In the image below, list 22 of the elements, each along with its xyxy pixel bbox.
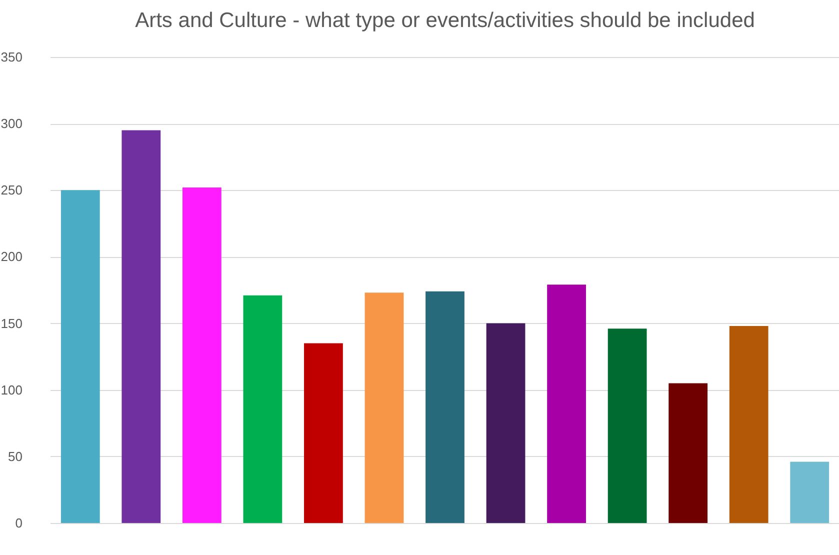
bar — [668, 383, 708, 523]
bar — [486, 323, 526, 523]
bar — [182, 187, 222, 523]
bar — [729, 326, 768, 523]
bar — [304, 343, 343, 523]
y-tick-label: 250 — [0, 182, 22, 198]
y-tick-label: 100 — [0, 382, 22, 398]
bar — [608, 328, 647, 523]
bar — [243, 295, 282, 523]
bar — [364, 292, 404, 523]
bar — [426, 291, 464, 523]
bar — [547, 284, 586, 523]
y-tick-label: 350 — [0, 50, 22, 64]
bar — [790, 462, 830, 523]
chart-title: Arts and Culture - what type or events/activities should be included — [135, 9, 755, 32]
y-tick-label: 0 — [15, 516, 22, 530]
bar — [60, 190, 100, 523]
y-tick-label: 300 — [0, 116, 22, 132]
y-tick-label: 200 — [0, 249, 22, 264]
y-tick-label: 150 — [0, 316, 22, 331]
bar — [122, 130, 161, 523]
y-tick-label: 50 — [8, 448, 22, 464]
